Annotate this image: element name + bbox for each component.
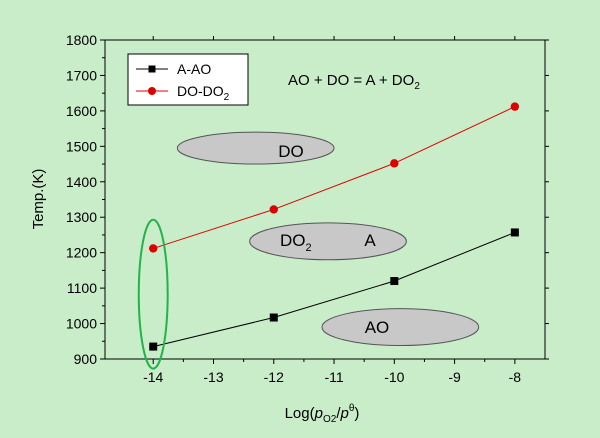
series-line-0 (153, 231, 516, 348)
y-tick-label: 1600 (66, 103, 97, 119)
region-ellipse-do (176, 131, 335, 165)
y-tick-label: 1700 (66, 67, 97, 83)
highlight-group (137, 218, 169, 370)
data-point-do-do2 (149, 244, 158, 253)
data-point-do-do2 (269, 205, 278, 214)
axes (100, 36, 549, 364)
x-tick-label: -9 (448, 369, 461, 385)
region-label-a: A (364, 231, 376, 250)
x-tick-label: -13 (203, 369, 223, 385)
data-point-a-ao (390, 277, 399, 286)
y-tick-label: 1800 (66, 32, 97, 48)
legend-marker-a-ao (148, 65, 156, 73)
legend-box (127, 53, 249, 106)
y-tick-label: 1400 (66, 174, 97, 190)
legend-label-do-do2: DO-DO2 (177, 83, 230, 103)
legend-marker-do-do2 (148, 87, 156, 95)
x-tick-label: -10 (384, 369, 404, 385)
series-line-1 (153, 106, 516, 249)
y-axis-title: Temp.(K) (30, 169, 47, 230)
equation-annotation: AO + DO = A + DO2 (288, 72, 420, 92)
x-tick-label: -12 (264, 369, 284, 385)
highlight-ellipse (137, 218, 169, 370)
y-tick-label: 900 (74, 351, 98, 367)
y-tick-label: 1100 (67, 280, 97, 296)
y-tick-label: 1200 (66, 245, 97, 261)
legend-label-a-ao: A-AO (177, 61, 211, 77)
region-label-do: DO (278, 142, 304, 161)
y-tick-label: 1300 (66, 209, 97, 225)
region-label-ao: AO (365, 318, 390, 337)
region-ellipse-ao (321, 308, 480, 347)
data-point-a-ao (149, 342, 158, 351)
x-tick-label: -8 (509, 369, 522, 385)
tick-labels: -14 -13 -12 -11 -10 -9 -8 900 1000 1100 1200 1300 14… (66, 32, 521, 385)
data-point-a-ao (269, 313, 278, 322)
region-ellipses (176, 131, 480, 347)
y-tick-label: 1500 (66, 138, 97, 154)
data-point-do-do2 (510, 102, 520, 111)
region-label-do2: DO2 (280, 231, 312, 254)
x-tick-label: -11 (324, 369, 343, 385)
region-ellipse-do2-a (249, 222, 407, 261)
x-axis-title: Log(pO2/pθ) (285, 403, 360, 425)
y-tick-label: 1000 (66, 316, 97, 332)
x-tick-label: -14 (143, 369, 163, 385)
data-point-do-do2 (390, 159, 399, 168)
legend: A-AO DO-DO2 (127, 53, 249, 106)
series-group (149, 102, 520, 351)
data-point-a-ao (510, 228, 519, 237)
